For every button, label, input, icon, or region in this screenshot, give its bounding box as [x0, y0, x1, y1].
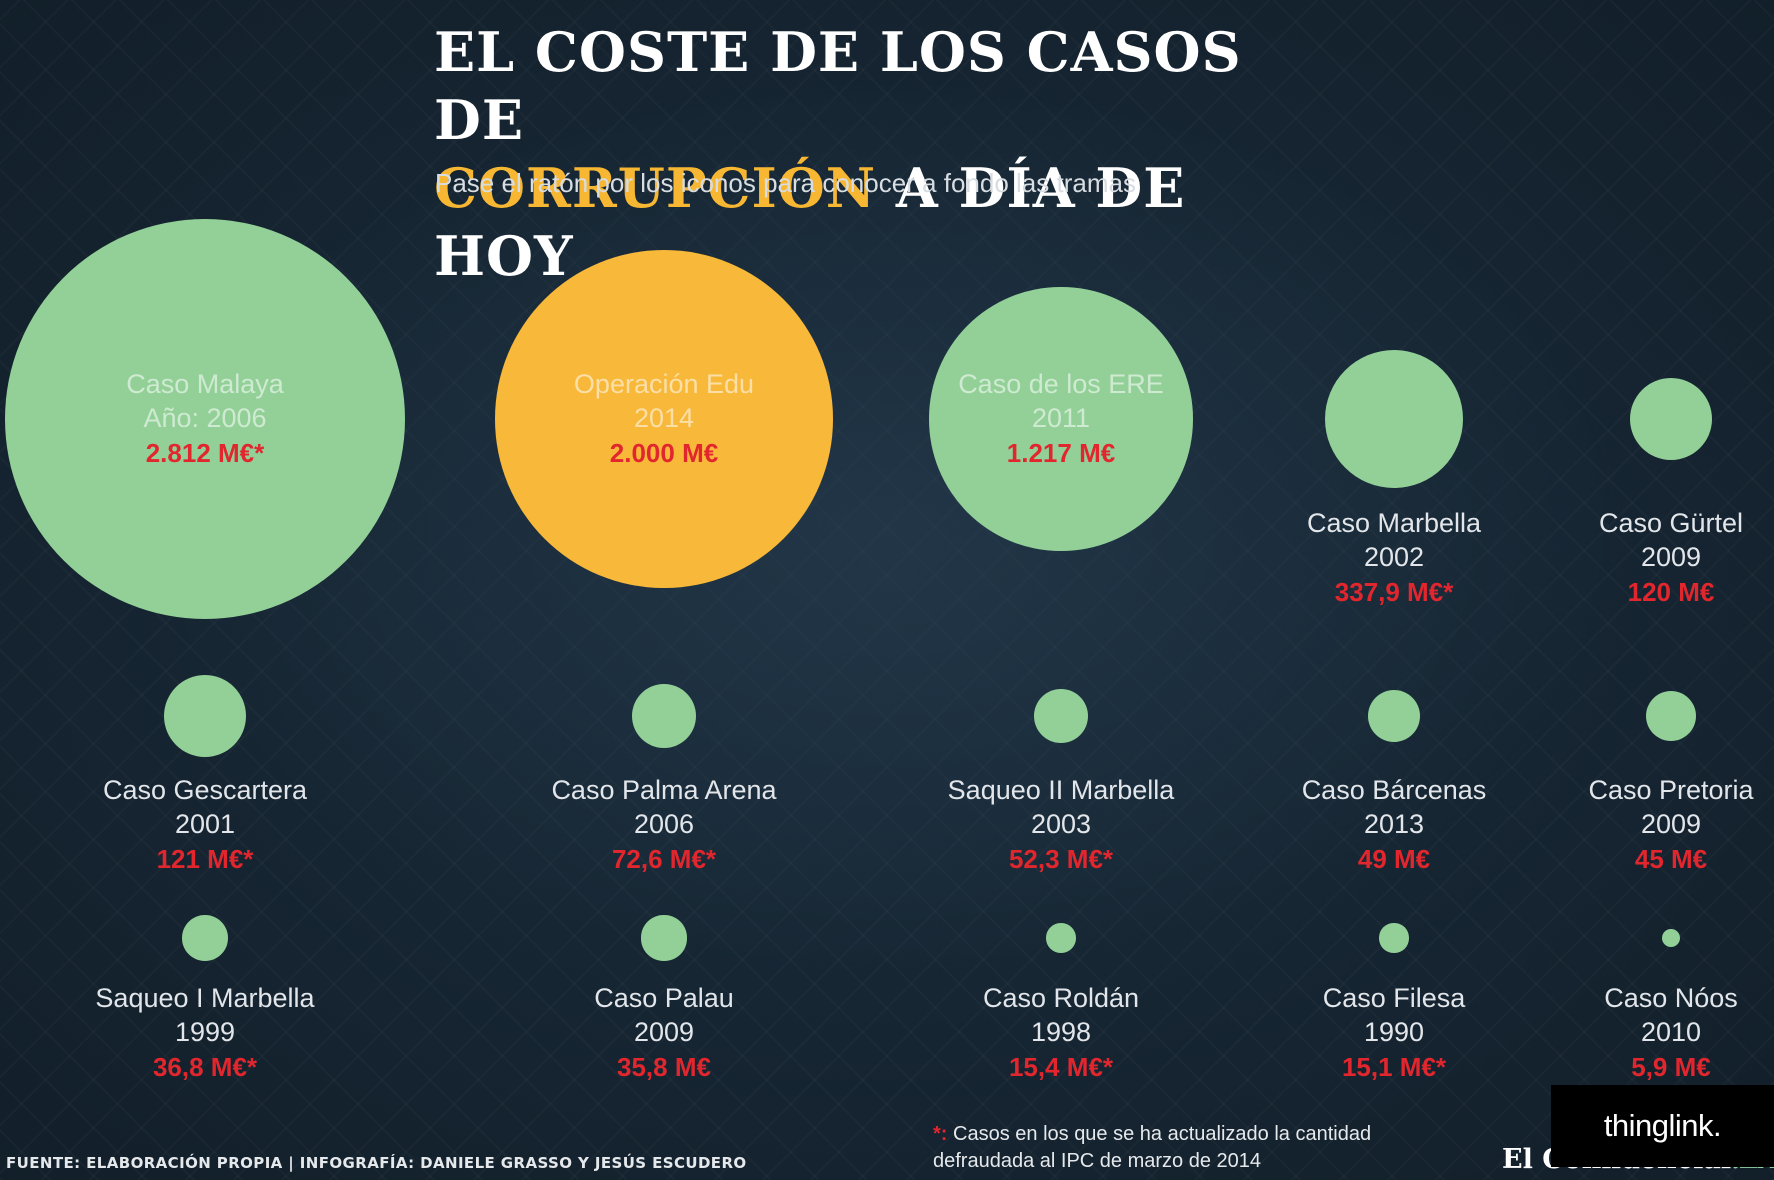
case-year: 2011	[1031, 402, 1091, 433]
case-amount: 120 M€	[1627, 577, 1715, 607]
case-year: 2010	[1640, 1017, 1702, 1047]
title-line-2: CORRUPCIÓN A DÍA DE HOY	[434, 154, 1334, 290]
case-label: Saqueo I Marbella 1999 36,8 M€*	[55, 981, 355, 1085]
case-amount: 2.812 M€*	[145, 438, 265, 468]
case-year: 2009	[633, 1017, 695, 1047]
case-label: Caso Marbella 2002 337,9 M€*	[1244, 506, 1544, 610]
case-amount: 36,8 M€*	[152, 1052, 258, 1082]
case-name: Caso Malaya	[126, 369, 284, 399]
case-year: 1998	[1030, 1017, 1092, 1047]
case-bubble[interactable]: Caso de los ERE 2011 1.217 M€	[929, 287, 1193, 551]
infographic-title: EL COSTE DE LOS CASOS DE CORRUPCIÓN A DÍ…	[434, 18, 1334, 290]
case-amount: 52,3 M€*	[1008, 844, 1114, 874]
case-label: Caso Malaya Año: 2006 2.812 M€*	[126, 367, 284, 471]
case-bubble[interactable]	[163, 674, 247, 758]
title-accent-word: CORRUPCIÓN	[434, 156, 877, 220]
case-year: 2009	[1640, 542, 1702, 572]
case-amount: 15,4 M€*	[1008, 1052, 1114, 1082]
case-bubble[interactable]	[1033, 688, 1089, 744]
case-bubble[interactable]: Operación Edu 2014 2.000 M€	[495, 250, 833, 588]
case-bubble[interactable]	[182, 915, 228, 961]
case-name: Caso Gürtel	[1598, 508, 1744, 538]
case-label: Saqueo II Marbella 2003 52,3 M€*	[911, 773, 1211, 877]
case-bubble[interactable]	[1367, 689, 1421, 743]
subtitle: Pase el ratón por los iconos para conoce…	[435, 168, 1136, 198]
case-name: Caso Pretoria	[1588, 775, 1754, 805]
footnote: *: Casos en los que se ha actualizado la…	[933, 1121, 1453, 1175]
case-name: Caso de los ERE	[958, 368, 1164, 399]
case-bubble[interactable]	[1661, 928, 1681, 948]
case-amount: 121 M€*	[156, 844, 254, 874]
case-label: Caso Filesa 1990 15,1 M€*	[1244, 981, 1544, 1085]
case-label: Caso Nóos 2010 5,9 M€	[1571, 981, 1771, 1085]
case-bubble[interactable]	[1379, 923, 1409, 953]
case-name: Saqueo II Marbella	[947, 775, 1175, 805]
case-name: Caso Gescartera	[102, 775, 308, 805]
case-bubble[interactable]	[1629, 377, 1713, 461]
case-name: Caso Palma Arena	[551, 775, 777, 805]
case-name: Caso Marbella	[1306, 508, 1482, 538]
case-label: Caso Bárcenas 2013 49 M€	[1244, 773, 1544, 877]
case-name: Caso Filesa	[1322, 983, 1466, 1013]
case-bubble[interactable]	[631, 683, 697, 749]
case-label: Operación Edu 2014 2.000 M€	[574, 367, 754, 471]
case-label: Caso Palau 2009 35,8 M€	[514, 981, 814, 1085]
case-bubble[interactable]	[1046, 923, 1076, 953]
case-amount: 2.000 M€	[609, 437, 719, 468]
case-year: 1990	[1363, 1017, 1425, 1047]
case-name: Saqueo I Marbella	[95, 983, 315, 1013]
case-year: 2002	[1363, 542, 1425, 572]
case-name: Caso Roldán	[982, 983, 1140, 1013]
title-rest: A DÍA DE HOY	[434, 156, 1186, 288]
case-year: 2006	[633, 809, 695, 839]
case-name: Caso Nóos	[1604, 983, 1738, 1013]
case-amount: 45 M€	[1634, 844, 1708, 874]
case-amount: 35,8 M€	[617, 1052, 711, 1082]
footnote-text: Casos en los que se ha actualizado la ca…	[933, 1123, 1372, 1172]
case-bubble[interactable]	[1324, 349, 1464, 489]
case-name: Caso Bárcenas	[1301, 775, 1487, 805]
case-amount: 49 M€	[1357, 844, 1431, 874]
case-label: Caso Pretoria 2009 45 M€	[1571, 773, 1771, 877]
case-amount: 5,9 M€	[1631, 1052, 1711, 1082]
title-line-1: EL COSTE DE LOS CASOS DE	[434, 20, 1242, 152]
footer-source: FUENTE: ELABORACIÓN PROPIA | INFOGRAFÍA:…	[6, 1154, 747, 1172]
case-year: 2013	[1363, 809, 1425, 839]
case-name: Operación Edu	[573, 368, 755, 399]
thinglink-label: thinglink.	[1603, 1108, 1722, 1143]
case-amount: 15,1 M€*	[1341, 1052, 1447, 1082]
case-label: Caso Palma Arena 2006 72,6 M€*	[514, 773, 814, 877]
case-year: 1999	[174, 1017, 236, 1047]
case-bubble[interactable]	[1645, 690, 1697, 742]
case-label: Caso Gescartera 2001 121 M€*	[55, 773, 355, 877]
case-year: 2009	[1640, 809, 1702, 839]
thinglink-badge[interactable]: thinglink.	[1551, 1085, 1774, 1167]
case-year: Año: 2006	[143, 403, 267, 433]
case-amount: 1.217 M€	[1006, 437, 1116, 468]
case-label: Caso Roldán 1998 15,4 M€*	[911, 981, 1211, 1085]
case-amount: 72,6 M€*	[611, 844, 717, 874]
case-label: Caso de los ERE 2011 1.217 M€	[958, 367, 1164, 471]
case-year: 2001	[174, 809, 236, 839]
footnote-asterisk: *:	[933, 1123, 948, 1145]
case-year: 2014	[633, 402, 695, 433]
case-name: Caso Palau	[594, 983, 734, 1013]
case-bubble[interactable]	[641, 915, 687, 961]
case-label: Caso Gürtel 2009 120 M€	[1571, 506, 1771, 610]
case-amount: 337,9 M€*	[1334, 577, 1454, 607]
case-year: 2003	[1030, 809, 1092, 839]
case-bubble[interactable]: Caso Malaya Año: 2006 2.812 M€*	[5, 219, 405, 619]
